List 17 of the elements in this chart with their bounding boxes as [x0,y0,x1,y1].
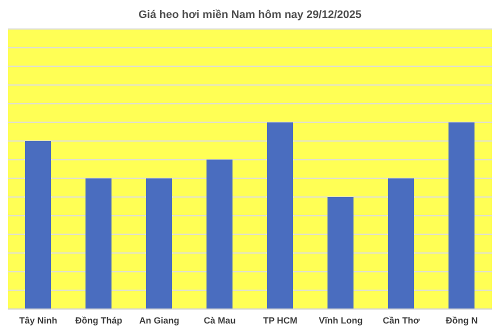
bar [86,178,112,309]
x-tick-label: Đồng N [446,315,478,326]
bar [388,178,414,309]
x-tick-label: Đồng Tháp [75,315,123,326]
x-tick-label: Cà Mau [204,315,236,326]
bar [328,197,354,309]
x-tick-label: Vĩnh Long [318,315,363,326]
bar [146,178,172,309]
x-tick-label: Cần Thơ [382,315,420,326]
bar [448,122,474,309]
bar [25,141,51,309]
chart-title: Giá heo hơi miền Nam hôm nay 29/12/2025 [137,8,363,23]
x-tick-label: TP HCM [263,315,298,326]
x-tick-label: Tây Ninh [19,315,58,326]
bar [267,122,293,309]
x-tick-label: An Giang [139,315,180,326]
bar [206,160,232,309]
